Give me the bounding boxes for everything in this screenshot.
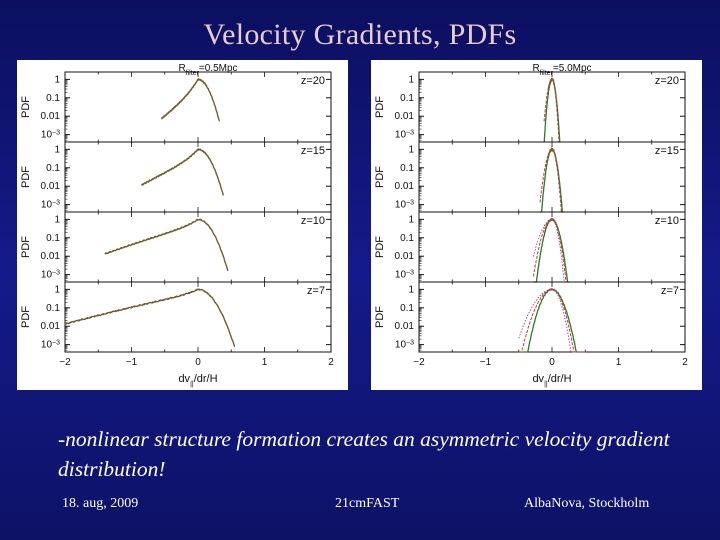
slide-title: Velocity Gradients, PDFs [203,18,517,51]
pdf-curve-red [539,147,564,213]
y-tick-label: 1 [408,214,414,225]
redshift-label: z=10 [301,215,325,227]
y-tick-label: 10−3 [41,199,60,211]
y-tick-label: 1 [408,284,414,295]
pdf-curve-green [543,77,561,143]
redshift-label: z=15 [655,145,679,157]
panel-frame [64,141,332,213]
pdf-curve-red [532,217,570,283]
y-tick-label: 10−3 [395,269,414,281]
x-axis-label: dv||/dr/H [178,373,217,388]
figure-right: Rfilter=5.0Mpc 1 0.1 0.01 10−3 PDF z=20 1 0.1 0.0… [371,60,702,390]
y-tick-label: 0.01 [395,251,415,262]
x-axis-label: dv||/dr/H [532,373,571,388]
panel-frame [418,71,686,143]
redshift-label: z=20 [301,75,325,87]
redshift-label: z=20 [655,75,679,87]
pdf-curve-red [104,218,229,272]
pdf-curve-red [141,148,224,196]
pdf-curve-magenta [532,218,570,283]
y-tick-label: 1 [54,144,60,155]
y-tick-label: 0.1 [46,163,60,174]
x-tick-label: 2 [328,357,334,368]
x-tick-label: −2 [59,357,71,368]
footer-date: 18. aug, 2009 [62,496,139,511]
y-tick-label: 0.01 [41,181,61,192]
redshift-label: z=7 [661,285,679,297]
x-tick-label: 2 [682,357,688,368]
y-tick-label: 0.01 [395,111,415,122]
pdf-curve-green [540,146,564,213]
x-tick-label: 0 [549,357,555,368]
y-tick-label: 0.1 [46,233,60,244]
y-tick-label: 0.1 [400,163,414,174]
x-tick-label: 1 [262,357,268,368]
panel-frame [64,71,332,143]
redshift-label: z=15 [301,145,325,157]
pdf-figure-left: Rfilter=0.5Mpc 1 0.1 0.01 10−3 PDF z=20 1 0.1 0.0… [20,63,334,388]
figure-left: Rfilter=0.5Mpc 1 0.1 0.01 10−3 PDF z=20 1 0.1 0.0… [17,60,348,390]
filter-label: Rfilter=0.5Mpc [178,63,237,77]
y-tick-label: 0.1 [46,93,60,104]
y-tick-label: 0.01 [41,111,61,122]
x-tick-label: 1 [616,357,622,368]
y-tick-label: 10−3 [395,339,414,351]
pdf-curve-red [518,288,586,353]
pdf-curve-magenta [518,288,586,353]
pdf-curve-green [518,287,586,353]
pdf-figure-right: Rfilter=5.0Mpc 1 0.1 0.01 10−3 PDF z=20 1 0.1 0.0… [374,63,688,388]
y-tick-label: 0.1 [400,303,414,314]
x-tick-label: −2 [413,357,425,368]
y-tick-label: 1 [408,144,414,155]
y-axis-label: PDF [374,166,386,188]
footer-center: 21cmFAST [335,496,400,511]
y-tick-label: 0.01 [41,321,61,332]
y-axis-label: PDF [20,96,32,118]
y-axis-label: PDF [374,306,386,328]
panel-frame [418,141,686,213]
y-tick-label: 0.01 [41,251,61,262]
y-tick-label: 0.1 [400,233,414,244]
y-tick-label: 1 [54,74,60,85]
filter-label: Rfilter=5.0Mpc [532,63,591,77]
y-tick-label: 0.01 [395,321,415,332]
panel-frame [64,211,332,283]
pdf-curve-red [161,78,220,122]
y-tick-label: 10−3 [41,269,60,281]
y-axis-label: PDF [374,96,386,118]
x-tick-label: −1 [126,357,138,368]
y-tick-label: 1 [54,214,60,225]
pdf-curve-red [543,77,560,143]
pdf-curve-green [64,288,236,347]
y-tick-label: 0.1 [400,93,414,104]
y-tick-label: 1 [408,74,414,85]
y-axis-label: PDF [20,306,32,328]
y-tick-label: 0.01 [395,181,415,192]
y-tick-label: 10−3 [395,129,414,141]
x-tick-label: −1 [480,357,492,368]
caption: -nonlinear structure formation creates a… [58,427,670,481]
y-axis-label: PDF [20,236,32,258]
y-tick-label: 0.1 [46,303,60,314]
y-axis-label: PDF [20,166,32,188]
y-axis-label: PDF [374,236,386,258]
y-tick-label: 10−3 [395,199,414,211]
redshift-label: z=7 [307,285,325,297]
y-tick-label: 10−3 [41,129,60,141]
pdf-curve-green [160,78,220,122]
panel-frame [64,281,332,353]
y-tick-label: 10−3 [41,339,60,351]
y-tick-label: 1 [54,284,60,295]
pdf-curve-green [140,148,224,196]
panel-frame [418,211,686,283]
x-tick-label: 0 [195,357,201,368]
panel-frame [418,281,686,353]
pdf-curve-green [533,217,570,283]
redshift-label: z=10 [655,215,679,227]
footer-location: AlbaNova, Stockholm [524,496,650,511]
